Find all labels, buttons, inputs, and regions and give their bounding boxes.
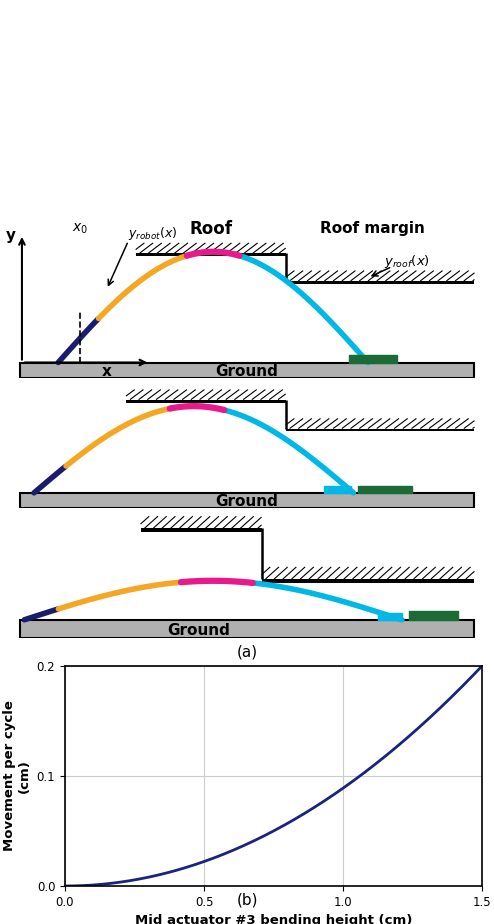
Text: Ground: Ground <box>215 364 279 379</box>
Y-axis label: Movement per cycle
(cm): Movement per cycle (cm) <box>3 700 31 851</box>
X-axis label: Mid actuator #3 bending height (cm): Mid actuator #3 bending height (cm) <box>135 914 412 924</box>
Bar <box>261 567 474 579</box>
Text: (a): (a) <box>237 645 257 660</box>
Text: Ground: Ground <box>215 494 279 509</box>
Bar <box>140 529 261 532</box>
Bar <box>136 243 286 253</box>
Bar <box>286 419 474 429</box>
Bar <box>378 613 402 620</box>
Text: x: x <box>102 364 112 379</box>
Text: y: y <box>6 228 16 243</box>
Text: (b): (b) <box>236 893 258 907</box>
Bar <box>140 517 261 529</box>
Bar <box>349 355 397 362</box>
Bar <box>358 486 412 492</box>
Bar <box>286 429 474 432</box>
Bar <box>261 579 474 582</box>
Bar <box>286 271 474 281</box>
Bar <box>20 362 474 378</box>
Bar <box>20 492 474 508</box>
Text: Roof: Roof <box>189 220 232 237</box>
Bar <box>409 611 457 620</box>
Text: Ground: Ground <box>167 623 230 638</box>
Bar <box>126 390 286 400</box>
Text: Roof margin: Roof margin <box>321 221 425 236</box>
Bar <box>325 486 351 492</box>
Bar <box>20 620 474 638</box>
Text: $x_0$: $x_0$ <box>72 222 88 236</box>
Bar <box>286 281 474 284</box>
Text: $y_{roof}(x)$: $y_{roof}(x)$ <box>384 253 430 270</box>
Bar <box>126 400 286 403</box>
Text: $y_{robot}(x)$: $y_{robot}(x)$ <box>128 225 178 242</box>
Bar <box>136 253 286 256</box>
